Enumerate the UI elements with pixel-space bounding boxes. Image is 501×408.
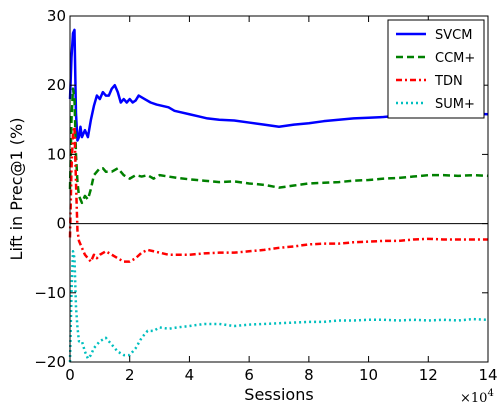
- y-tick-label: −20: [34, 353, 66, 371]
- x-tick-label: 0: [65, 366, 75, 384]
- plot-frame: [69, 15, 489, 363]
- x-tick-label: 8: [304, 366, 314, 384]
- ticks-layer: 0 2 4 6 8 10 12 14 −20 −10 0 10 20 30: [34, 7, 497, 384]
- y-tick-label: 10: [47, 145, 66, 163]
- legend-label-tdn: TDN: [434, 74, 463, 89]
- x-axis-label: Sessions: [244, 385, 313, 404]
- y-axis-label: Lift in Prec@1 (%): [7, 118, 26, 261]
- series-line-sum: [68, 250, 489, 363]
- y-tick-label: 0: [56, 215, 66, 233]
- x-scale-exponent: 4: [487, 388, 493, 399]
- x-tick-label: 10: [359, 366, 378, 384]
- x-tick-label: 12: [419, 366, 438, 384]
- legend-label-sum: SUM+: [435, 97, 475, 112]
- x-tick-label: 14: [478, 366, 497, 384]
- x-tick-label: 2: [125, 366, 135, 384]
- legend-box: [387, 19, 485, 119]
- x-tick-label: 4: [185, 366, 195, 384]
- series-line-svcm: [68, 28, 489, 142]
- y-tick-label: −10: [34, 284, 66, 302]
- legend: SVCM CCM+ TDN SUM+: [387, 19, 485, 119]
- y-tick-label: 30: [47, 7, 66, 25]
- series-line-ccm: [68, 87, 489, 205]
- x-tick-label: 6: [244, 366, 254, 384]
- series-layer: [68, 28, 489, 363]
- y-tick-label: 20: [47, 76, 66, 94]
- x-scale-multiplier: ×104: [460, 388, 494, 406]
- legend-label-ccm: CCM+: [435, 51, 475, 66]
- x-scale-base: ×10: [460, 391, 487, 406]
- legend-label-svcm: SVCM: [435, 28, 472, 43]
- series-line-tdn: [68, 125, 488, 263]
